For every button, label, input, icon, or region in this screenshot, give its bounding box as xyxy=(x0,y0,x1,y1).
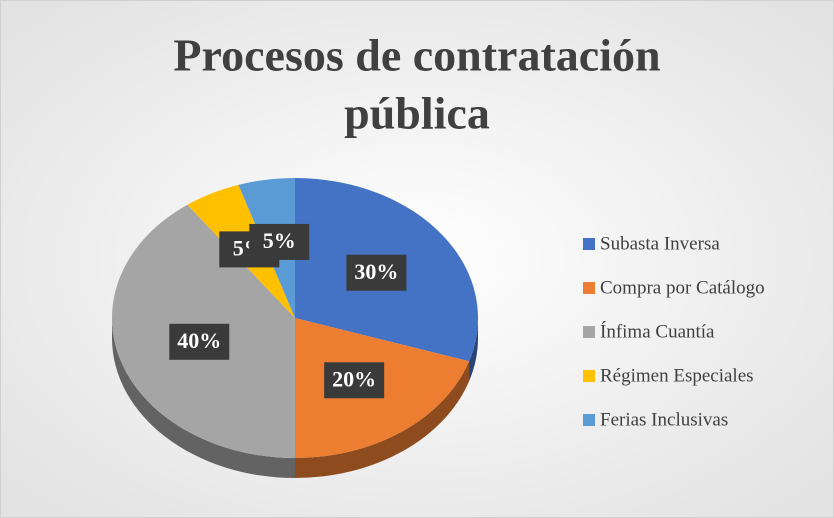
data-label-box xyxy=(169,323,230,360)
legend-label: Subasta Inversa xyxy=(600,233,720,254)
data-label-box xyxy=(346,254,407,291)
data-label-text: 20% xyxy=(332,366,376,391)
legend-label: Ínfima Cuantía xyxy=(600,320,715,342)
legend-swatch xyxy=(583,414,595,426)
legend-swatch xyxy=(583,282,595,294)
data-label: 30% xyxy=(346,254,407,291)
chart-title: Procesos de contratación xyxy=(173,30,660,81)
data-label: 40% xyxy=(169,323,230,360)
data-label-text: 40% xyxy=(177,328,221,353)
legend-label: Ferias Inclusivas xyxy=(600,409,728,430)
data-label-text: 5% xyxy=(263,228,296,253)
chart-title: pública xyxy=(344,88,490,139)
legend-label: Compra por Catálogo xyxy=(600,277,765,298)
slice-side xyxy=(295,361,470,478)
data-label-box xyxy=(324,362,385,399)
data-label: 20% xyxy=(324,362,385,399)
slice-side xyxy=(469,318,478,382)
data-label-text: 30% xyxy=(354,259,398,284)
legend-swatch xyxy=(583,326,595,338)
legend-swatch xyxy=(583,370,595,382)
legend-label: Régimen Especiales xyxy=(600,365,754,386)
data-label: 5% xyxy=(249,223,310,260)
data-label-box xyxy=(249,223,310,260)
legend-swatch xyxy=(583,238,595,250)
slice-side xyxy=(112,318,295,478)
